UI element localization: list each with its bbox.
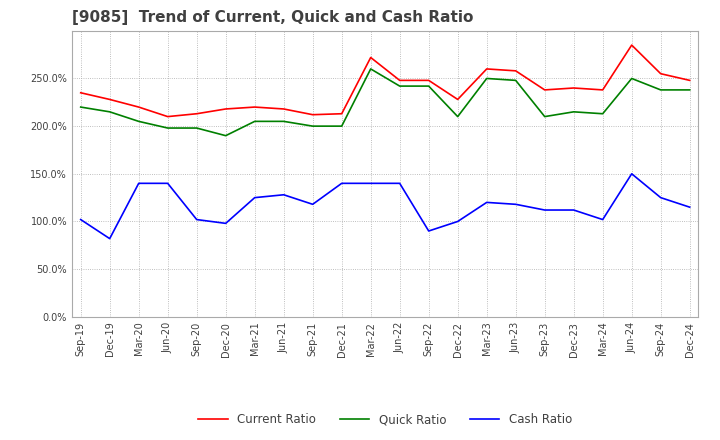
Cash Ratio: [511, 202, 520, 207]
Current Ratio: [76, 90, 85, 95]
Legend: Current Ratio, Quick Ratio, Cash Ratio: Current Ratio, Quick Ratio, Cash Ratio: [194, 409, 577, 431]
Line: Cash Ratio: Cash Ratio: [81, 174, 690, 238]
Current Ratio: [105, 97, 114, 102]
Current Ratio: [657, 71, 665, 76]
Line: Current Ratio: Current Ratio: [81, 45, 690, 117]
Current Ratio: [279, 106, 288, 112]
Cash Ratio: [482, 200, 491, 205]
Text: [9085]  Trend of Current, Quick and Cash Ratio: [9085] Trend of Current, Quick and Cash …: [72, 11, 473, 26]
Quick Ratio: [192, 125, 201, 131]
Cash Ratio: [685, 205, 694, 210]
Quick Ratio: [627, 76, 636, 81]
Cash Ratio: [627, 171, 636, 176]
Quick Ratio: [221, 133, 230, 138]
Quick Ratio: [482, 76, 491, 81]
Cash Ratio: [570, 207, 578, 213]
Cash Ratio: [251, 195, 259, 200]
Current Ratio: [598, 87, 607, 92]
Cash Ratio: [598, 217, 607, 222]
Cash Ratio: [192, 217, 201, 222]
Quick Ratio: [338, 124, 346, 129]
Current Ratio: [251, 104, 259, 110]
Current Ratio: [511, 68, 520, 73]
Cash Ratio: [657, 195, 665, 200]
Cash Ratio: [221, 221, 230, 226]
Quick Ratio: [454, 114, 462, 119]
Current Ratio: [135, 104, 143, 110]
Quick Ratio: [366, 66, 375, 72]
Current Ratio: [308, 112, 317, 117]
Cash Ratio: [135, 181, 143, 186]
Quick Ratio: [511, 78, 520, 83]
Quick Ratio: [395, 84, 404, 89]
Cash Ratio: [395, 181, 404, 186]
Current Ratio: [395, 78, 404, 83]
Cash Ratio: [454, 219, 462, 224]
Cash Ratio: [163, 181, 172, 186]
Current Ratio: [221, 106, 230, 112]
Current Ratio: [366, 55, 375, 60]
Quick Ratio: [541, 114, 549, 119]
Quick Ratio: [570, 109, 578, 114]
Quick Ratio: [308, 124, 317, 129]
Quick Ratio: [76, 104, 85, 110]
Current Ratio: [570, 85, 578, 91]
Current Ratio: [338, 111, 346, 116]
Current Ratio: [163, 114, 172, 119]
Quick Ratio: [598, 111, 607, 116]
Current Ratio: [482, 66, 491, 72]
Line: Quick Ratio: Quick Ratio: [81, 69, 690, 136]
Quick Ratio: [279, 119, 288, 124]
Quick Ratio: [135, 119, 143, 124]
Cash Ratio: [338, 181, 346, 186]
Quick Ratio: [163, 125, 172, 131]
Quick Ratio: [424, 84, 433, 89]
Current Ratio: [627, 42, 636, 48]
Current Ratio: [192, 111, 201, 116]
Quick Ratio: [251, 119, 259, 124]
Cash Ratio: [366, 181, 375, 186]
Quick Ratio: [105, 109, 114, 114]
Cash Ratio: [424, 228, 433, 234]
Cash Ratio: [76, 217, 85, 222]
Current Ratio: [424, 78, 433, 83]
Current Ratio: [541, 87, 549, 92]
Cash Ratio: [105, 236, 114, 241]
Current Ratio: [685, 78, 694, 83]
Quick Ratio: [657, 87, 665, 92]
Current Ratio: [454, 97, 462, 102]
Quick Ratio: [685, 87, 694, 92]
Cash Ratio: [308, 202, 317, 207]
Cash Ratio: [279, 192, 288, 198]
Cash Ratio: [541, 207, 549, 213]
